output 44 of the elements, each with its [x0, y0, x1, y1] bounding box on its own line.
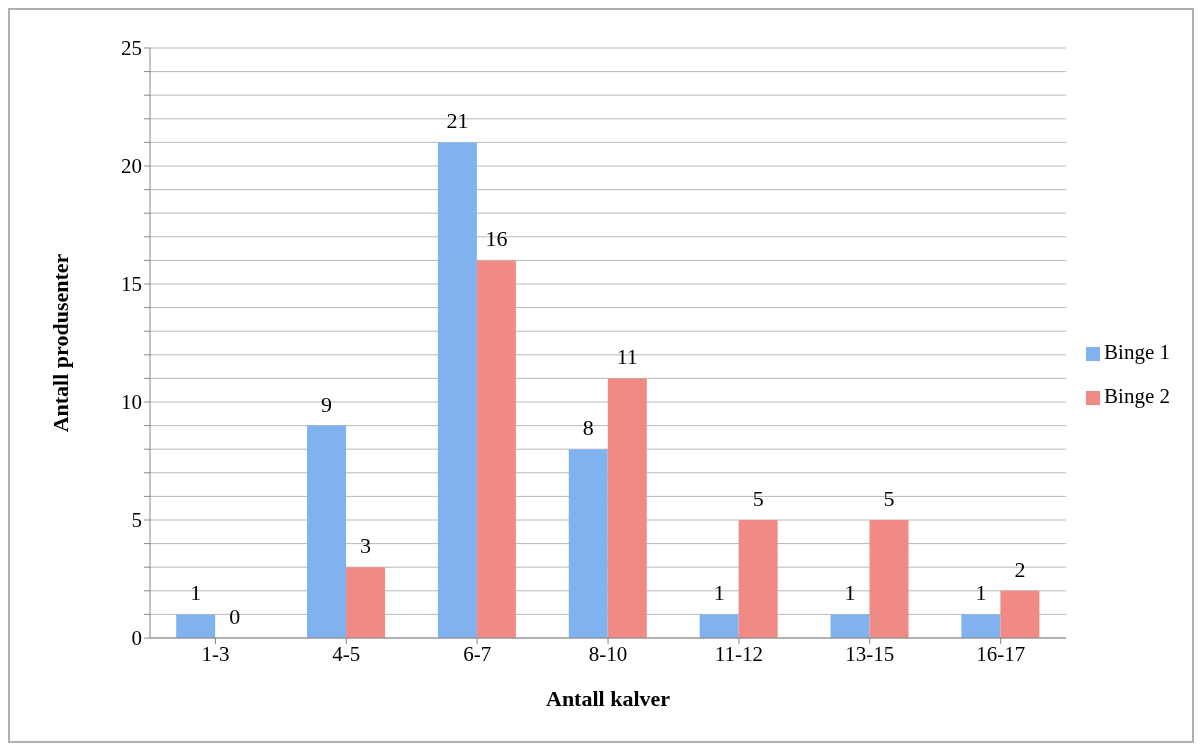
data-label: 5 — [883, 486, 895, 511]
bar — [869, 520, 909, 638]
bar — [568, 449, 608, 638]
x-tick-label: 4-5 — [332, 641, 361, 666]
y-tick-label: 15 — [121, 272, 142, 297]
legend-label: Binge 2 — [1104, 384, 1170, 408]
x-tick-label: 1-3 — [201, 641, 230, 666]
bar — [476, 260, 516, 638]
data-label: 3 — [360, 533, 372, 559]
data-label: 8 — [582, 415, 594, 441]
legend-label: Binge 1 — [1104, 340, 1170, 364]
bar — [346, 567, 386, 638]
data-label: 2 — [1014, 556, 1026, 582]
data-label: 11 — [616, 344, 638, 370]
bar — [307, 425, 347, 638]
y-axis-title: Antall produsenter — [47, 253, 73, 433]
bar — [176, 614, 216, 638]
data-label: 9 — [321, 391, 333, 417]
y-tick-label: 10 — [121, 390, 142, 415]
x-tick-label: 13-15 — [845, 641, 895, 666]
bar — [830, 614, 870, 638]
bar — [437, 142, 477, 638]
x-tick-label: 8-10 — [588, 641, 628, 666]
data-label: 1 — [713, 580, 725, 606]
bar — [607, 378, 647, 638]
data-label: 0 — [229, 603, 241, 629]
y-tick-label: 20 — [121, 154, 142, 179]
y-tick-label: 5 — [131, 508, 142, 533]
data-label: 1 — [975, 580, 987, 606]
data-label: 16 — [485, 226, 508, 252]
data-label: 1 — [844, 580, 856, 606]
x-tick-label: 16-17 — [976, 641, 1026, 666]
x-tick-label: 11-12 — [714, 641, 764, 666]
data-label: 1 — [190, 580, 202, 606]
data-label: 21 — [446, 108, 469, 134]
bar — [738, 520, 778, 638]
x-tick-label: 6-7 — [463, 641, 492, 666]
bar — [1000, 590, 1040, 638]
y-tick-label: 0 — [131, 626, 142, 651]
x-axis-title: Antall kalver — [546, 686, 671, 711]
y-tick-label: 25 — [121, 36, 142, 61]
bar — [961, 614, 1001, 638]
bar — [699, 614, 739, 638]
data-label: 5 — [752, 486, 764, 511]
